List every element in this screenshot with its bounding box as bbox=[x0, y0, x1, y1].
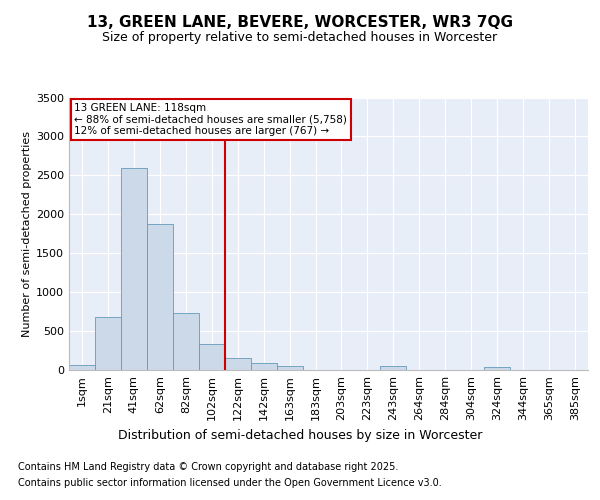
Text: Contains HM Land Registry data © Crown copyright and database right 2025.: Contains HM Land Registry data © Crown c… bbox=[18, 462, 398, 472]
Bar bbox=[69, 366, 95, 370]
Y-axis label: Number of semi-detached properties: Number of semi-detached properties bbox=[22, 130, 32, 337]
Bar bbox=[121, 168, 147, 370]
Bar bbox=[251, 363, 277, 370]
Text: Contains public sector information licensed under the Open Government Licence v3: Contains public sector information licen… bbox=[18, 478, 442, 488]
Bar bbox=[95, 317, 121, 370]
Bar bbox=[484, 368, 510, 370]
Text: Size of property relative to semi-detached houses in Worcester: Size of property relative to semi-detach… bbox=[103, 31, 497, 44]
Bar bbox=[147, 224, 173, 370]
Text: 13 GREEN LANE: 118sqm
← 88% of semi-detached houses are smaller (5,758)
12% of s: 13 GREEN LANE: 118sqm ← 88% of semi-deta… bbox=[74, 103, 347, 136]
Bar bbox=[199, 344, 224, 370]
Bar bbox=[173, 313, 199, 370]
Text: 13, GREEN LANE, BEVERE, WORCESTER, WR3 7QG: 13, GREEN LANE, BEVERE, WORCESTER, WR3 7… bbox=[87, 15, 513, 30]
Bar bbox=[277, 366, 302, 370]
Bar bbox=[225, 358, 251, 370]
Bar bbox=[380, 366, 406, 370]
Text: Distribution of semi-detached houses by size in Worcester: Distribution of semi-detached houses by … bbox=[118, 428, 482, 442]
